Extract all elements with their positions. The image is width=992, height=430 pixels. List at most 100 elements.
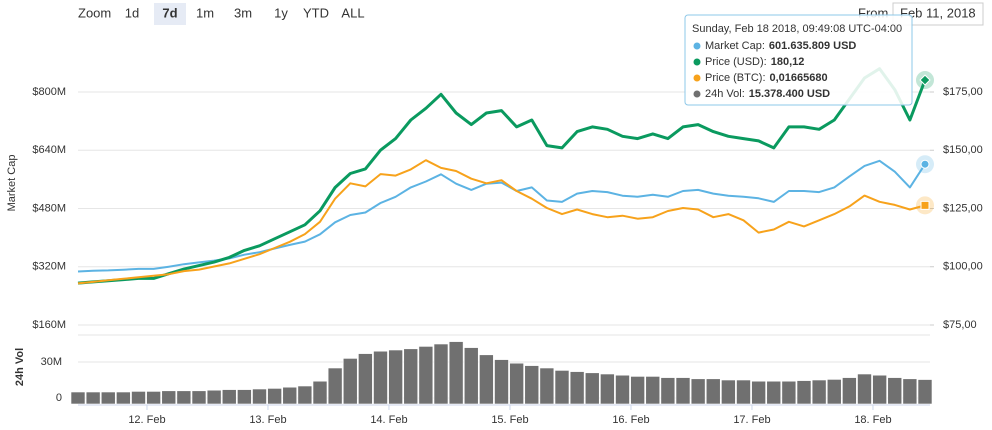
volume-bar [872, 374, 887, 405]
y2-tick-label: $75,00 [943, 319, 977, 331]
series-line [77, 159, 926, 273]
x-tick-label: 17. Feb [733, 414, 770, 426]
volume-bar [494, 359, 509, 405]
volume-tick-label: 30M [41, 356, 62, 368]
volume-bar [116, 391, 131, 405]
volume-bar [191, 390, 207, 405]
volume-bar [403, 348, 419, 405]
volume-bar [358, 353, 373, 405]
volume-bar [342, 358, 358, 405]
tooltip-row-label: 24h Vol: [705, 88, 745, 100]
volume-bar [448, 341, 464, 405]
from-input[interactable] [892, 2, 984, 26]
zoom-button[interactable]: YTD [303, 5, 329, 20]
y2-tick-label: $100,00 [943, 261, 983, 273]
volume-bar [237, 389, 252, 405]
x-tick-label: 15. Feb [491, 414, 528, 426]
volume-bar [373, 350, 388, 405]
volume-bar [433, 343, 449, 405]
hover-marker [920, 200, 930, 210]
volume-bar [161, 390, 177, 405]
tooltip-row-value: 601.635.809 USD [769, 40, 857, 52]
volume-bar [100, 391, 116, 405]
y-tick-label: $800M [32, 86, 66, 98]
volume-bar [327, 367, 343, 405]
volume-bar [766, 380, 782, 405]
tooltip-row-value: 15.378.400 USD [749, 88, 830, 100]
tooltip-box [684, 14, 913, 106]
volume-bar [736, 379, 751, 405]
volume-bar [751, 380, 766, 405]
volume-bar [479, 354, 494, 405]
zoom-button[interactable]: 1d [125, 5, 139, 20]
y2-tick-label: $150,00 [943, 144, 983, 156]
y-tick-label: $320M [32, 261, 66, 273]
volume-bar [630, 376, 645, 405]
x-tick-label: 18. Feb [854, 414, 891, 426]
volume-bar [600, 373, 615, 405]
y-tick-label: $480M [32, 202, 66, 214]
volume-bar [282, 386, 298, 405]
volume-bar [917, 379, 933, 405]
volume-bar [842, 377, 857, 405]
hover-marker [920, 159, 930, 169]
volume-bar [221, 389, 237, 405]
tooltip-bullet [693, 42, 701, 50]
tooltip-row-label: Market Cap: [705, 40, 765, 52]
volume-bar [297, 385, 313, 405]
tooltip-row-label: Price (BTC): [705, 72, 766, 84]
zoom-label: Zoom [78, 5, 111, 20]
series-line [77, 159, 926, 285]
volume-bar [705, 378, 721, 405]
volume-bar [826, 379, 842, 405]
y-tick-label: $160M [32, 319, 66, 331]
tooltip-row: 24h Vol: 15.378.400 USD [705, 88, 830, 100]
zoom-button[interactable]: 1m [196, 5, 214, 20]
volume-bar [796, 380, 812, 405]
tooltip-row: Price (BTC): 0,01665680 [705, 72, 828, 84]
zoom-button[interactable]: 1y [274, 5, 288, 20]
zoom-button[interactable]: ALL [341, 5, 364, 20]
zoom-button[interactable]: 7d [162, 5, 177, 20]
tooltip-row-value: 0,01665680 [770, 72, 828, 84]
volume-bar [267, 388, 282, 405]
volume-bar [85, 391, 101, 405]
from-value: Feb 11, 2018 [900, 5, 976, 20]
volume-bar [569, 371, 585, 405]
volume-tick-label: 0 [56, 392, 62, 404]
x-tick-label: 13. Feb [249, 414, 286, 426]
volume-bar [524, 365, 540, 405]
y-axis-title: Market Cap [6, 155, 18, 212]
volume-bar [463, 347, 479, 405]
volume-bar [615, 374, 630, 405]
y2-tick-label: $125,00 [943, 202, 983, 214]
volume-bar [721, 379, 736, 405]
series-line [77, 67, 927, 285]
volume-bar [887, 377, 903, 405]
x-tick-label: 12. Feb [128, 414, 165, 426]
volume-bar [418, 346, 434, 405]
volume-bar [675, 377, 691, 405]
y-tick-label: $640M [32, 144, 66, 156]
x-tick-label: 14. Feb [370, 414, 407, 426]
volume-bar [252, 388, 267, 405]
zoom-button-bg [154, 3, 186, 25]
volume-bar [509, 362, 524, 405]
tooltip-bullet [693, 58, 701, 66]
tooltip-row-value: 180,12 [771, 56, 805, 68]
volume-bar [857, 373, 872, 405]
volume-bar [902, 378, 918, 405]
volume-bar [388, 349, 403, 405]
tooltip-date: Sunday, Feb 18 2018, 09:49:08 UTC-04:00 [692, 23, 902, 35]
volume-bar [584, 372, 600, 405]
volume-bar [312, 380, 328, 405]
volume-axis-title: 24h Vol [14, 348, 26, 386]
volume-bar [690, 378, 706, 405]
volume-bar [206, 389, 222, 405]
y2-tick-label: $175,00 [943, 86, 983, 98]
zoom-button[interactable]: 3m [234, 5, 252, 20]
volume-bar [539, 367, 555, 405]
volume-bar [146, 391, 161, 405]
volume-bar [131, 391, 146, 405]
